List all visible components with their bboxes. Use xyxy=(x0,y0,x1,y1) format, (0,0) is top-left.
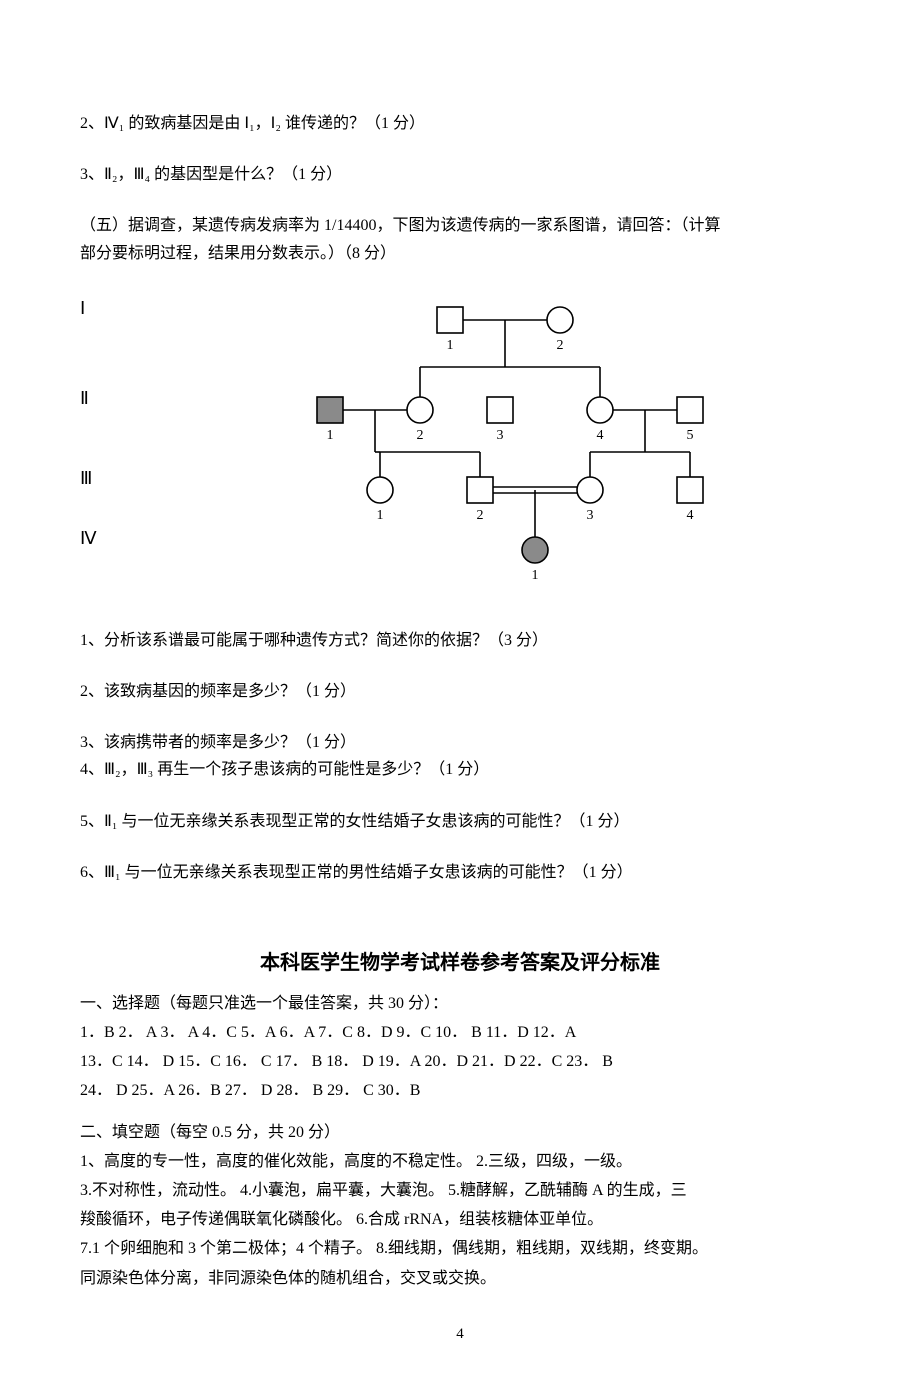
section-5-intro-line2: 部分要标明过程，结果用分数表示。）（8 分） xyxy=(80,245,396,262)
s5-question-1: 1、分析该系谱最可能属于哪种遗传方式？简述你的依据？（3 分） xyxy=(80,627,840,654)
gen-label-II: Ⅱ xyxy=(80,383,120,463)
answers-fill-line-5: 同源染色体分离，非同源染色体的随机组合，交叉或交换。 xyxy=(80,1265,840,1292)
svg-text:2: 2 xyxy=(477,508,484,523)
question-2: 2、Ⅳ₁ 的致病基因是由 Ⅰ₁，Ⅰ₂ 谁传递的？（1 分） xyxy=(80,110,840,137)
svg-text:2: 2 xyxy=(417,428,424,443)
svg-text:3: 3 xyxy=(497,428,504,443)
question-3: 3、Ⅱ₂，Ⅲ₄ 的基因型是什么？（1 分） xyxy=(80,161,840,188)
generation-labels: Ⅰ Ⅱ Ⅲ Ⅳ xyxy=(80,287,120,554)
answers-mc-line-1: 1．B 2． A 3． A 4．C 5．A 6．A 7．C 8．D 9．C 10… xyxy=(80,1019,840,1046)
section-5-intro: （五）据调查，某遗传病发病率为 1/14400，下图为该遗传病的一家系图谱，请回… xyxy=(80,212,840,266)
svg-text:4: 4 xyxy=(597,428,604,443)
gen-label-III: Ⅲ xyxy=(80,463,120,523)
svg-text:4: 4 xyxy=(687,508,694,523)
s5-question-5: 5、Ⅱ₁ 与一位无亲缘关系表现型正常的女性结婚子女患该病的可能性？（1 分） xyxy=(80,808,840,835)
s5-question-2: 2、该致病基因的频率是多少？（1 分） xyxy=(80,678,840,705)
answers-title: 本科医学生物学考试样卷参考答案及评分标准 xyxy=(80,946,840,980)
answers-mc-line-2: 13．C 14． D 15．C 16． C 17． B 18． D 19．A 2… xyxy=(80,1048,840,1075)
answers-mc-heading: 一、选择题（每题只准选一个最佳答案，共 30 分）： xyxy=(80,990,840,1017)
answers-mc-line-3: 24． D 25．A 26．B 27． D 28． B 29． C 30．B xyxy=(80,1077,840,1104)
spacer xyxy=(80,1107,840,1117)
s5-question-3: 3、该病携带者的频率是多少？（1 分） xyxy=(80,729,840,756)
svg-text:3: 3 xyxy=(587,508,594,523)
svg-text:1: 1 xyxy=(327,428,334,443)
pedigree-diagram: 1 2 1 2 3 4 5 1 2 3 4 1 xyxy=(200,287,760,587)
svg-text:1: 1 xyxy=(377,508,384,523)
page-number: 4 xyxy=(80,1322,840,1348)
gen-label-IV: Ⅳ xyxy=(80,523,120,554)
answers-fill-heading: 二、填空题（每空 0.5 分，共 20 分） xyxy=(80,1119,840,1146)
svg-text:2: 2 xyxy=(557,338,564,353)
pedigree-figure: Ⅰ Ⅱ Ⅲ Ⅳ 1 2 1 2 3 4 5 1 2 3 4 1 xyxy=(80,287,840,587)
answers-fill-line-3: 羧酸循环，电子传递偶联氧化磷酸化。 6.合成 rRNA，组装核糖体亚单位。 xyxy=(80,1206,840,1233)
answers-fill-line-2: 3.不对称性，流动性。 4.小囊泡，扁平囊，大囊泡。 5.糖酵解，乙酰辅酶 A … xyxy=(80,1177,840,1204)
svg-text:1: 1 xyxy=(532,568,539,583)
svg-text:5: 5 xyxy=(687,428,694,443)
section-5-intro-line1: （五）据调查，某遗传病发病率为 1/14400，下图为该遗传病的一家系图谱，请回… xyxy=(80,217,720,234)
answers-block: 一、选择题（每题只准选一个最佳答案，共 30 分）： 1．B 2． A 3． A… xyxy=(80,990,840,1292)
answers-fill-line-4: 7.1 个卵细胞和 3 个第二极体；4 个精子。 8.细线期，偶线期，粗线期，双… xyxy=(80,1235,840,1262)
s5-question-6: 6、Ⅲ₁ 与一位无亲缘关系表现型正常的男性结婚子女患该病的可能性？（1 分） xyxy=(80,859,840,886)
gen-label-I: Ⅰ xyxy=(80,293,120,383)
svg-text:1: 1 xyxy=(447,338,454,353)
answers-fill-line-1: 1、高度的专一性，高度的催化效能，高度的不稳定性。 2.三级，四级，一级。 xyxy=(80,1148,840,1175)
s5-question-4: 4、Ⅲ₂，Ⅲ₃ 再生一个孩子患该病的可能性是多少？（1 分） xyxy=(80,756,840,783)
